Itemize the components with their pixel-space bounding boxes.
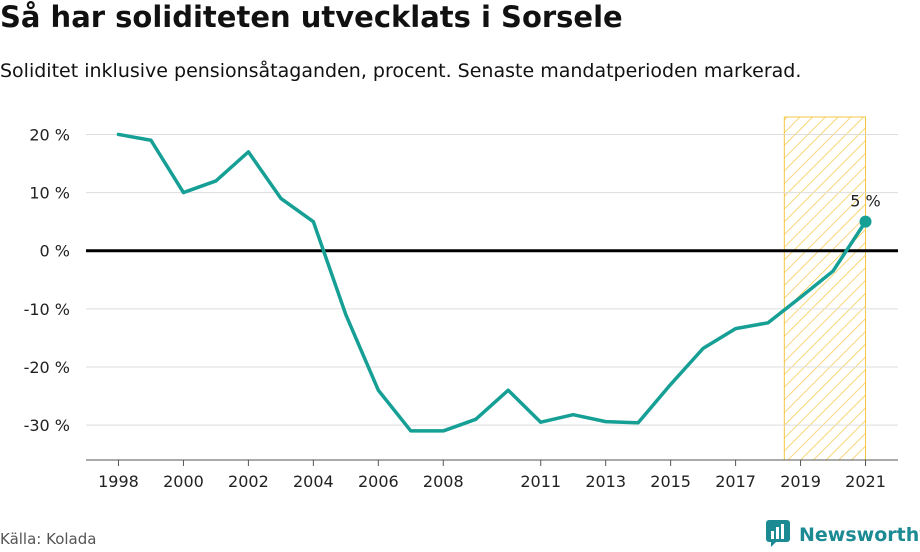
x-tick-label: 2006 bbox=[358, 472, 399, 491]
x-tick-label: 2000 bbox=[163, 472, 204, 491]
newsworthy-logo-icon bbox=[765, 519, 793, 551]
highlight-period bbox=[783, 116, 867, 461]
brand-name: Newsworthy bbox=[799, 524, 920, 546]
x-tick-label: 2004 bbox=[293, 472, 334, 491]
y-tick-label: -20 % bbox=[24, 358, 70, 377]
line-chart: 5 % 20 % 10 % 0 % -10 % -20 % -30 % 1998 2000 20… bbox=[24, 116, 898, 491]
last-data-point bbox=[859, 215, 872, 228]
series-line bbox=[116, 132, 868, 433]
x-tick-label: 2019 bbox=[780, 472, 821, 491]
brand-logo: Newsworthy bbox=[765, 520, 920, 550]
x-tick-label: 2015 bbox=[650, 472, 691, 491]
last-point-label: 5 % bbox=[850, 192, 880, 211]
x-tick-label: 2017 bbox=[715, 472, 756, 491]
y-tick-label: 10 % bbox=[29, 184, 70, 203]
y-tick-label: -30 % bbox=[24, 416, 70, 435]
y-tick-label: 0 % bbox=[40, 242, 70, 261]
chart-subtitle: Soliditet inklusive pensionsåtaganden, p… bbox=[0, 60, 802, 82]
y-tick-label: 20 % bbox=[29, 125, 70, 144]
x-tick-label: 2011 bbox=[520, 472, 561, 491]
x-tick-label: 1998 bbox=[98, 472, 139, 491]
x-tick-label: 2008 bbox=[423, 472, 464, 491]
source-note: Källa: Kolada bbox=[0, 530, 97, 548]
x-tick-label: 2021 bbox=[845, 472, 886, 491]
x-tick-label: 2013 bbox=[585, 472, 626, 491]
y-tick-label: -10 % bbox=[24, 300, 70, 319]
chart-title: Så har soliditeten utvecklats i Sorsele bbox=[0, 0, 623, 34]
x-tick-label: 2002 bbox=[228, 472, 269, 491]
